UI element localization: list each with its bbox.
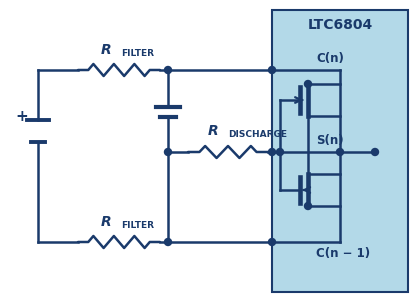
Text: S(n): S(n) (315, 134, 343, 147)
Text: C(n): C(n) (315, 52, 343, 65)
Text: R: R (100, 215, 111, 229)
Circle shape (268, 67, 275, 73)
Bar (271, 10, 407, 292)
Text: LTC6804: LTC6804 (306, 18, 372, 32)
Circle shape (164, 238, 171, 245)
Text: DISCHARGE: DISCHARGE (228, 130, 286, 139)
Circle shape (304, 80, 311, 88)
Text: +: + (16, 110, 28, 124)
Circle shape (276, 148, 283, 155)
Circle shape (336, 148, 343, 155)
Text: C(n − 1): C(n − 1) (315, 247, 369, 260)
Circle shape (370, 148, 377, 155)
Circle shape (268, 238, 275, 245)
Text: R: R (207, 124, 218, 138)
Text: FILTER: FILTER (121, 221, 154, 230)
Circle shape (164, 67, 171, 73)
Circle shape (268, 148, 275, 155)
Text: R: R (100, 43, 111, 57)
Circle shape (304, 202, 311, 209)
Circle shape (164, 148, 171, 155)
Text: FILTER: FILTER (121, 49, 154, 58)
